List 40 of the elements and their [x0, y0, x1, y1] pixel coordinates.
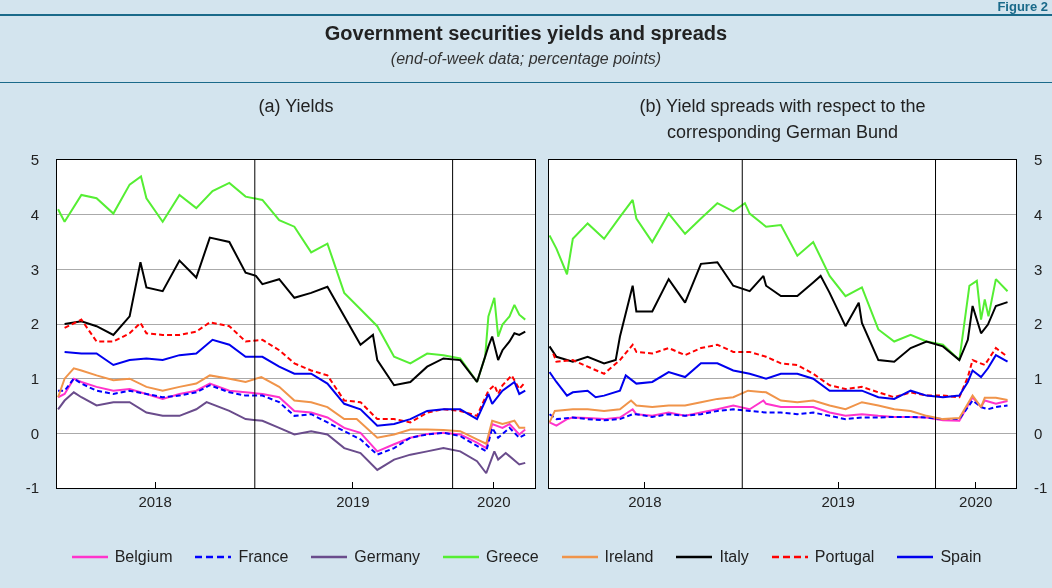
y-tick-label: 5 — [1034, 151, 1043, 169]
y-tick-label: 1 — [1034, 369, 1043, 387]
x-tick-label: 2020 — [477, 493, 511, 510]
legend-label: Ireland — [604, 548, 654, 566]
line-series — [549, 354, 1009, 400]
legend-label: Spain — [940, 548, 982, 566]
legend-label: Belgium — [114, 548, 173, 566]
chart-title: (b) Yield spreads with respect to the corresponding German Bund — [638, 95, 927, 144]
y-tick-label: 3 — [30, 260, 39, 278]
legend-label: Greece — [486, 548, 539, 566]
caption: Figure 2 — [997, 0, 1048, 14]
y-tick-label: 0 — [30, 424, 39, 442]
y-tick-label: 1 — [30, 369, 39, 387]
line-series — [57, 367, 527, 445]
line-series — [63, 338, 527, 427]
y-tick-label: 3 — [1034, 260, 1043, 278]
line-series — [57, 391, 527, 475]
legend-label: Italy — [719, 548, 749, 566]
y-tick-label: 2 — [1034, 315, 1043, 333]
x-tick-label: 2018 — [628, 493, 662, 510]
legend-label: France — [238, 548, 289, 566]
y-tick-label: 0 — [1034, 424, 1043, 442]
x-tick-label: 2019 — [821, 493, 855, 510]
y-tick-label: 2 — [30, 315, 39, 333]
y-tick-label: 5 — [30, 151, 39, 169]
text: (end-of-week data; percentage points) — [389, 50, 663, 68]
x-tick-label: 2018 — [138, 493, 172, 510]
y-tick-label: 4 — [30, 205, 39, 223]
line-series — [63, 318, 527, 424]
line-series — [552, 343, 1009, 399]
y-tick-label: -1 — [25, 479, 39, 497]
x-tick-label: 2019 — [336, 493, 370, 510]
y-tick-label: 4 — [1034, 205, 1043, 223]
y-tick-label: -1 — [1034, 479, 1048, 497]
line-series — [549, 389, 1009, 424]
legend-label: Germany — [354, 548, 421, 566]
legend-label: Portugal — [814, 548, 875, 566]
chart-title: (a) Yields — [257, 95, 335, 118]
x-tick-label: 2020 — [959, 493, 993, 510]
text: Government securities yields and spreads — [323, 22, 729, 45]
